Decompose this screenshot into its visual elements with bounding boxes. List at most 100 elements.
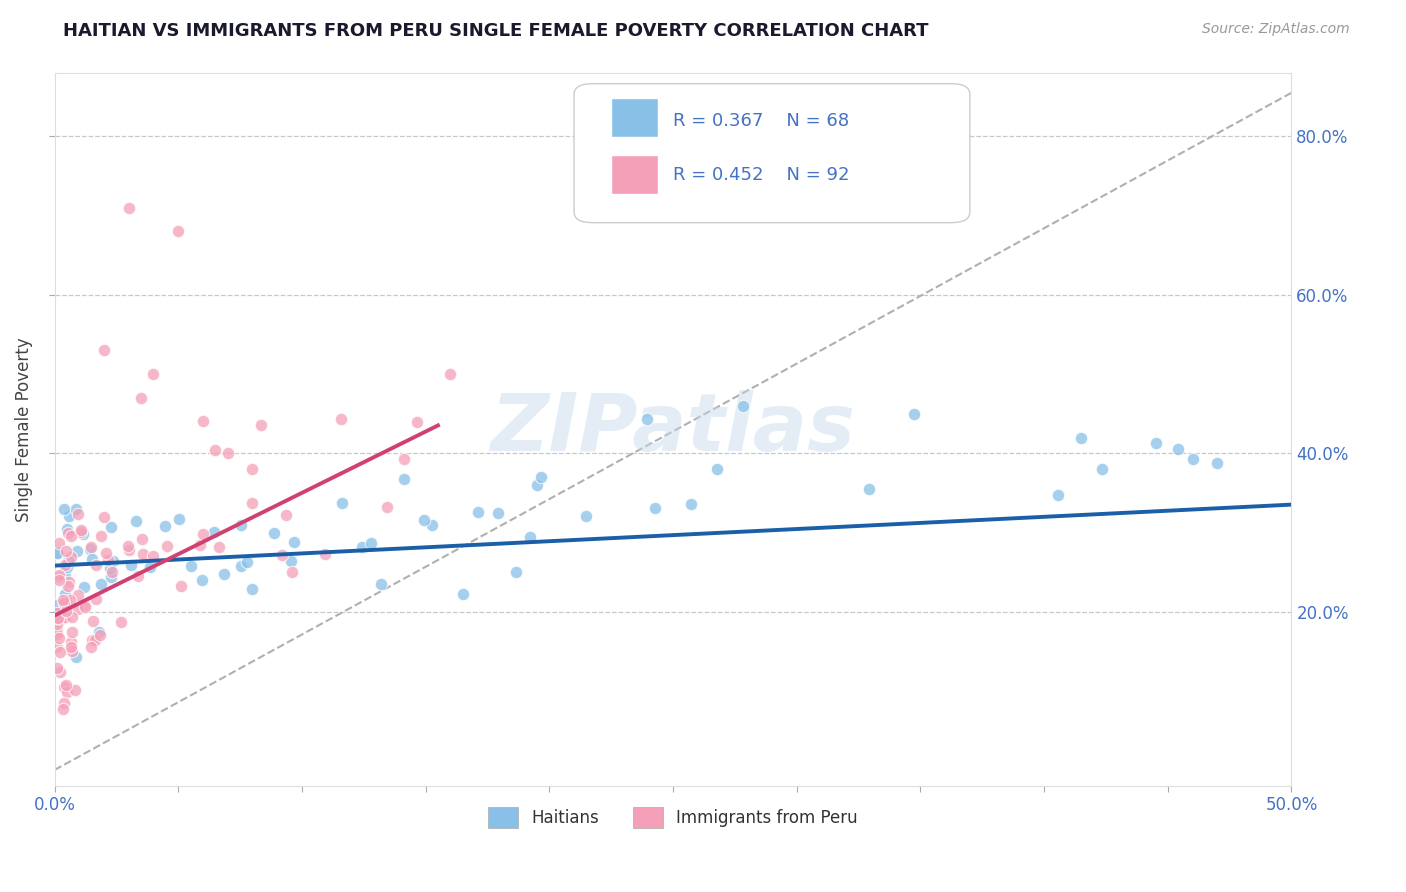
Point	[250, 418, 273, 433]
Point	[89, 625, 111, 640]
Point	[263, 526, 285, 541]
Point	[125, 514, 148, 528]
Point	[56, 685, 79, 699]
Point	[236, 555, 259, 569]
Point	[52, 696, 75, 710]
Point	[53, 609, 76, 624]
Point	[58, 574, 80, 589]
Point	[66, 601, 89, 615]
Point	[60, 610, 83, 624]
Point	[53, 597, 76, 611]
Point	[706, 462, 728, 476]
Point	[56, 522, 79, 536]
Point	[1167, 442, 1189, 456]
Point	[56, 526, 79, 541]
Point	[46, 611, 69, 625]
Point	[48, 568, 70, 582]
Point	[118, 543, 141, 558]
Point	[330, 496, 353, 510]
Point	[55, 593, 77, 607]
Point	[82, 614, 104, 628]
Point	[644, 500, 666, 515]
Point	[138, 560, 160, 574]
Point	[84, 592, 107, 607]
Point	[80, 540, 103, 554]
Point	[169, 579, 191, 593]
Point	[58, 508, 80, 523]
Point	[59, 529, 82, 543]
Point	[49, 645, 72, 659]
Point	[46, 640, 69, 655]
Point	[120, 558, 142, 572]
Point	[46, 661, 69, 675]
Point	[56, 579, 79, 593]
Point	[1047, 488, 1070, 502]
Point	[80, 632, 103, 647]
Point	[329, 411, 352, 425]
Point	[314, 547, 336, 561]
Point	[46, 627, 69, 641]
Point	[129, 391, 152, 405]
Point	[53, 681, 76, 695]
Point	[46, 545, 69, 559]
Point	[48, 570, 70, 584]
Point	[60, 640, 83, 655]
Point	[1206, 456, 1229, 470]
Point	[46, 611, 69, 625]
Point	[360, 535, 382, 549]
Point	[155, 539, 177, 553]
Text: ZIPatlas: ZIPatlas	[491, 391, 855, 468]
Point	[191, 527, 214, 541]
Point	[65, 683, 87, 698]
Point	[66, 588, 89, 602]
Point	[84, 558, 107, 573]
Point	[94, 546, 117, 560]
Point	[180, 559, 202, 574]
Point	[65, 649, 87, 664]
Point	[93, 510, 115, 524]
Y-axis label: Single Female Poverty: Single Female Poverty	[15, 337, 32, 522]
Point	[97, 553, 120, 567]
Point	[439, 367, 461, 381]
Point	[142, 549, 165, 563]
Point	[370, 577, 392, 591]
Point	[191, 573, 214, 587]
Point	[451, 587, 474, 601]
Point	[75, 599, 97, 614]
Point	[98, 561, 121, 575]
Point	[392, 471, 415, 485]
Point	[681, 497, 703, 511]
Point	[1091, 462, 1114, 476]
Point	[731, 399, 754, 413]
Point	[420, 517, 443, 532]
Text: Source: ZipAtlas.com: Source: ZipAtlas.com	[1202, 22, 1350, 37]
Point	[1181, 452, 1204, 467]
Point	[167, 224, 190, 238]
Point	[66, 543, 89, 558]
Point	[110, 615, 132, 629]
Point	[486, 506, 509, 520]
Point	[56, 560, 79, 574]
Point	[283, 534, 305, 549]
Point	[208, 540, 231, 554]
Point	[217, 446, 239, 460]
Point	[49, 665, 72, 679]
Point	[48, 631, 70, 645]
Point	[53, 558, 76, 572]
Point	[575, 508, 598, 523]
Point	[59, 593, 82, 607]
Text: HAITIAN VS IMMIGRANTS FROM PERU SINGLE FEMALE POVERTY CORRELATION CHART: HAITIAN VS IMMIGRANTS FROM PERU SINGLE F…	[63, 22, 929, 40]
FancyBboxPatch shape	[612, 98, 658, 137]
Point	[242, 582, 264, 596]
Point	[131, 532, 153, 546]
Point	[100, 520, 122, 534]
Point	[505, 566, 527, 580]
Point	[84, 632, 107, 647]
Point	[229, 518, 252, 533]
Point	[46, 546, 69, 560]
Point	[212, 566, 235, 581]
FancyBboxPatch shape	[574, 84, 970, 223]
Point	[1144, 435, 1167, 450]
Point	[231, 558, 253, 573]
Point	[526, 478, 548, 492]
